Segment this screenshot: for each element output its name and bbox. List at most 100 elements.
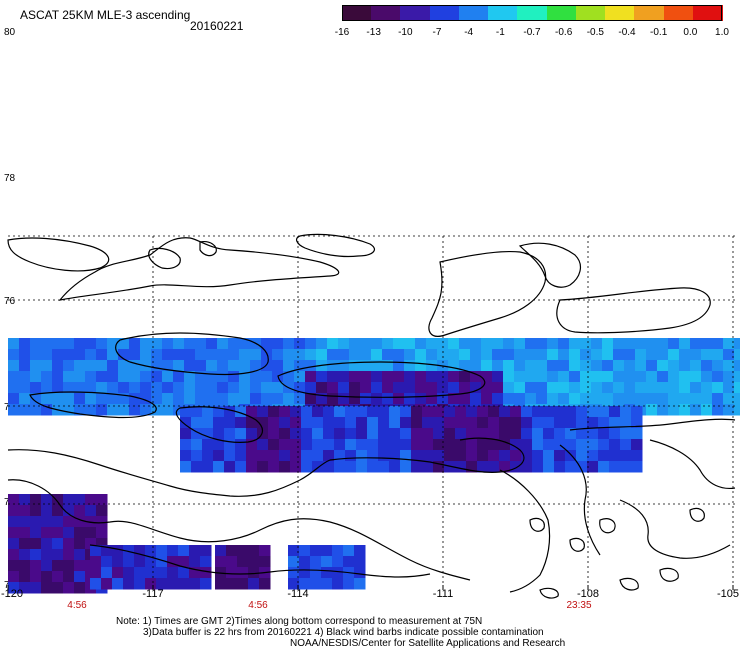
swath-cell — [312, 417, 324, 429]
swath-cell — [235, 406, 247, 418]
swath-cell — [41, 338, 53, 350]
swath-cell — [620, 450, 632, 462]
swath-cell — [668, 338, 680, 350]
swath-cell — [8, 516, 20, 528]
swath-cell — [488, 439, 500, 451]
swath-cell — [404, 338, 416, 350]
swath-cell — [118, 393, 130, 405]
swath-cell — [565, 417, 577, 429]
swath-cell — [569, 382, 581, 394]
swath-cell — [41, 538, 53, 550]
swath-cell — [543, 417, 555, 429]
swath-cell — [30, 494, 42, 506]
swath-cell — [455, 428, 467, 440]
swath-cell — [521, 439, 533, 451]
swath-cell — [226, 567, 238, 579]
swath-cell — [74, 516, 86, 528]
swath-cell — [118, 382, 130, 394]
swath-cell — [228, 371, 240, 383]
lat-label-80: 80 — [4, 27, 16, 38]
swath-cell — [30, 560, 42, 572]
swath-cell — [580, 338, 592, 350]
swath-cell — [129, 393, 141, 405]
swath-cell — [239, 360, 251, 372]
swath-cell — [426, 393, 438, 405]
swath-cell — [521, 461, 533, 473]
swath-cell — [400, 439, 412, 451]
swath-cell — [8, 582, 20, 594]
swath-cell — [52, 382, 64, 394]
swath-cell — [536, 371, 548, 383]
swath-cell — [631, 428, 643, 440]
swath-cell — [499, 461, 511, 473]
swath-cell — [444, 417, 456, 429]
swath-cell — [151, 349, 163, 361]
swath-cell — [624, 338, 636, 350]
swath-cell — [576, 439, 588, 451]
swath-cell — [156, 556, 168, 568]
swath-cell — [332, 556, 344, 568]
map-title: ASCAT 25KM MLE-3 ascending — [20, 8, 191, 22]
colorbar-label: -0.6 — [555, 27, 573, 38]
swath-cell — [668, 349, 680, 361]
swath-cell — [558, 382, 570, 394]
swath-cell — [19, 404, 31, 416]
lon-label-111: -111 — [432, 588, 454, 600]
swath-cell — [554, 417, 566, 429]
swath-cell — [646, 382, 658, 394]
colorbar-label: -7 — [432, 27, 442, 38]
swath-cell — [657, 360, 669, 372]
swath-cell — [41, 516, 53, 528]
colorbar-swatch — [692, 5, 723, 21]
swath-cell — [228, 393, 240, 405]
swath-cell — [224, 428, 236, 440]
swath-cell — [321, 567, 333, 579]
swath-cell — [514, 360, 526, 372]
swath-cell — [404, 360, 416, 372]
swath-cell — [668, 371, 680, 383]
swath-cell — [257, 461, 269, 473]
swath-cell — [334, 406, 346, 418]
swath-cell — [63, 571, 75, 583]
swath-cell — [8, 382, 20, 394]
colorbar-swatch — [575, 5, 607, 21]
swath-cell — [228, 360, 240, 372]
swath-cell — [723, 338, 735, 350]
swath-cell — [536, 349, 548, 361]
swath-cell — [272, 349, 284, 361]
swath-cell — [184, 382, 196, 394]
swath-cell — [411, 417, 423, 429]
swath-cell — [415, 360, 427, 372]
swath-cell — [657, 404, 669, 416]
swath-cell — [646, 349, 658, 361]
swath-cell — [400, 428, 412, 440]
swath-cell — [202, 450, 214, 462]
swath-cell — [354, 567, 366, 579]
swath-cell — [349, 371, 361, 383]
swath-cell — [382, 338, 394, 350]
swath-cell — [248, 556, 260, 568]
swath-cell — [279, 461, 291, 473]
swath-cell — [448, 349, 460, 361]
swath-cell — [248, 578, 260, 590]
colorbar-label: -10 — [398, 27, 413, 38]
swath-cell — [30, 382, 42, 394]
swath-cell — [41, 494, 53, 506]
swath-cell — [279, 450, 291, 462]
swath-cell — [156, 567, 168, 579]
swath-cell — [332, 578, 344, 590]
swath-cell — [224, 417, 236, 429]
swath-cell — [123, 567, 135, 579]
swath-cell — [415, 382, 427, 394]
swath-cell — [532, 439, 544, 451]
swath-cell — [668, 404, 680, 416]
swath-cell — [191, 417, 203, 429]
swath-cell — [52, 371, 64, 383]
swath-cell — [259, 578, 271, 590]
swath-cell — [481, 338, 493, 350]
swath-cell — [525, 393, 537, 405]
swath-cell — [272, 382, 284, 394]
swath-cell — [411, 406, 423, 418]
swath-cell — [107, 349, 119, 361]
swath-cell — [30, 527, 42, 539]
